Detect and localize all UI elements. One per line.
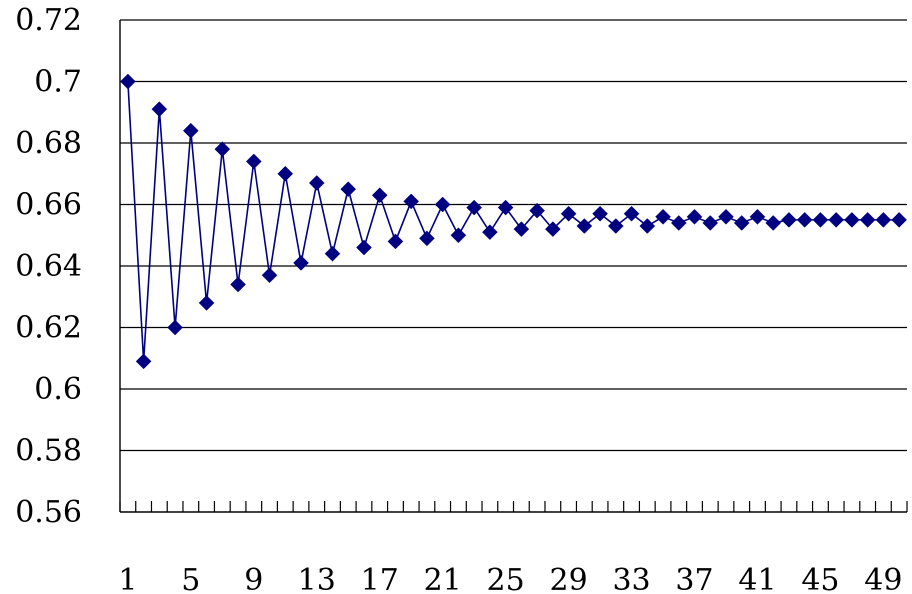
data-point-marker bbox=[135, 353, 152, 370]
x-tick-label: 37 bbox=[675, 563, 713, 594]
y-tick-label: 0.62 bbox=[15, 311, 82, 346]
data-point-marker bbox=[482, 224, 498, 241]
data-point-marker bbox=[828, 212, 845, 228]
data-point-marker bbox=[167, 319, 183, 336]
y-tick-label: 0.6 bbox=[34, 372, 82, 407]
y-tick-label: 0.68 bbox=[15, 126, 82, 161]
data-point-marker bbox=[529, 202, 545, 219]
x-tick-label: 33 bbox=[612, 563, 650, 594]
x-tick-label: 29 bbox=[549, 563, 587, 594]
data-point-marker bbox=[308, 175, 325, 191]
y-tick-label: 0.56 bbox=[15, 495, 82, 530]
x-tick-label: 45 bbox=[801, 563, 839, 594]
data-point-marker bbox=[749, 208, 766, 225]
data-point-marker bbox=[151, 101, 168, 118]
data-point-marker bbox=[450, 227, 467, 244]
data-point-marker bbox=[356, 239, 372, 256]
data-point-marker bbox=[277, 165, 294, 182]
data-point-marker bbox=[198, 295, 215, 311]
data-point-marker bbox=[230, 276, 246, 293]
x-tick-label: 21 bbox=[424, 563, 462, 594]
data-point-marker bbox=[261, 267, 278, 284]
y-tick-label: 0.66 bbox=[15, 188, 82, 223]
data-point-marker bbox=[796, 212, 813, 228]
axes bbox=[119, 20, 908, 513]
data-point-marker bbox=[387, 233, 404, 250]
data-point-marker bbox=[434, 196, 451, 213]
data-point-marker bbox=[293, 255, 309, 271]
data-point-marker bbox=[686, 208, 703, 225]
x-tick-label: 41 bbox=[738, 563, 776, 594]
data-point-marker bbox=[718, 208, 734, 225]
y-tick-label: 0.7 bbox=[34, 65, 82, 100]
data-point-marker bbox=[419, 230, 435, 247]
x-tick-label: 49 bbox=[864, 563, 902, 594]
data-point-marker bbox=[560, 205, 577, 222]
data-point-marker bbox=[765, 215, 782, 231]
y-tick-label: 0.64 bbox=[15, 249, 82, 284]
x-tick-label: 13 bbox=[298, 563, 336, 594]
data-point-marker bbox=[844, 212, 860, 228]
data-point-marker bbox=[655, 208, 671, 225]
data-point-marker bbox=[623, 205, 640, 222]
data-point-marker bbox=[812, 212, 829, 228]
data-point-marker bbox=[403, 193, 420, 210]
data-point-marker bbox=[466, 199, 483, 216]
data-point-marker bbox=[639, 218, 656, 234]
data-point-marker bbox=[670, 215, 687, 231]
data-point-marker bbox=[607, 218, 624, 234]
data-point-marker bbox=[324, 245, 341, 262]
data-point-marker bbox=[513, 221, 530, 237]
data-point-marker bbox=[371, 187, 388, 204]
data-point-marker bbox=[875, 212, 892, 228]
x-tick-label: 1 bbox=[118, 563, 137, 594]
x-tick-label: 9 bbox=[244, 563, 263, 594]
data-point-marker bbox=[576, 218, 593, 234]
data-point-marker bbox=[702, 215, 719, 231]
x-tick-label: 5 bbox=[181, 563, 200, 594]
data-point-marker bbox=[340, 181, 357, 197]
data-point-marker bbox=[245, 153, 262, 170]
x-tick-label: 17 bbox=[361, 563, 399, 594]
y-tick-label: 0.72 bbox=[15, 3, 82, 38]
data-point-marker bbox=[120, 73, 136, 90]
data-point-marker bbox=[497, 199, 514, 216]
gridlines bbox=[120, 19, 907, 452]
data-point-marker bbox=[214, 141, 231, 158]
y-tick-label: 0.58 bbox=[15, 434, 82, 469]
data-point-marker bbox=[733, 215, 750, 231]
data-point-marker bbox=[182, 122, 199, 139]
y-axis-tick-labels: 0.56 0.58 0.6 0.62 0.64 0.66 0.68 0.7 0.72 bbox=[15, 3, 82, 530]
data-point-marker bbox=[891, 212, 907, 228]
data-point-marker bbox=[781, 212, 797, 228]
data-point-marker bbox=[544, 221, 561, 237]
x-tick-label: 25 bbox=[487, 563, 525, 594]
data-point-marker bbox=[859, 212, 876, 228]
data-point-marker bbox=[592, 205, 608, 222]
series bbox=[120, 73, 907, 370]
x-axis-tick-labels: 1 5 9 13 17 21 25 29 33 37 41 45 49 bbox=[118, 563, 902, 594]
